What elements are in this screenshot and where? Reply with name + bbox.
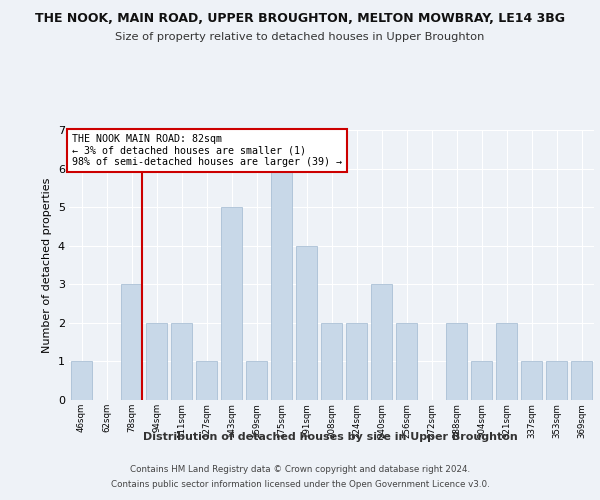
Bar xyxy=(521,362,542,400)
Bar xyxy=(221,207,242,400)
Bar xyxy=(396,323,417,400)
Text: Distribution of detached houses by size in Upper Broughton: Distribution of detached houses by size … xyxy=(143,432,517,442)
Bar xyxy=(321,323,342,400)
Bar xyxy=(71,362,92,400)
Bar xyxy=(271,168,292,400)
Bar xyxy=(371,284,392,400)
Bar xyxy=(546,362,567,400)
Bar xyxy=(496,323,517,400)
Bar xyxy=(196,362,217,400)
Bar xyxy=(146,323,167,400)
Bar xyxy=(571,362,592,400)
Y-axis label: Number of detached properties: Number of detached properties xyxy=(42,178,52,352)
Bar xyxy=(171,323,192,400)
Bar xyxy=(121,284,142,400)
Bar xyxy=(446,323,467,400)
Bar xyxy=(471,362,492,400)
Text: THE NOOK, MAIN ROAD, UPPER BROUGHTON, MELTON MOWBRAY, LE14 3BG: THE NOOK, MAIN ROAD, UPPER BROUGHTON, ME… xyxy=(35,12,565,26)
Text: Contains public sector information licensed under the Open Government Licence v3: Contains public sector information licen… xyxy=(110,480,490,489)
Text: THE NOOK MAIN ROAD: 82sqm
← 3% of detached houses are smaller (1)
98% of semi-de: THE NOOK MAIN ROAD: 82sqm ← 3% of detach… xyxy=(71,134,341,167)
Bar xyxy=(346,323,367,400)
Bar xyxy=(246,362,267,400)
Bar xyxy=(296,246,317,400)
Text: Size of property relative to detached houses in Upper Broughton: Size of property relative to detached ho… xyxy=(115,32,485,42)
Text: Contains HM Land Registry data © Crown copyright and database right 2024.: Contains HM Land Registry data © Crown c… xyxy=(130,465,470,474)
